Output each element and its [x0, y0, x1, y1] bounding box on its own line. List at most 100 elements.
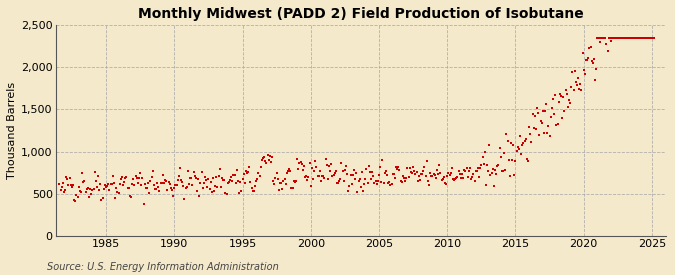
Point — [285, 169, 296, 173]
Point — [182, 169, 193, 173]
Point — [138, 202, 149, 206]
Point — [594, 40, 605, 45]
Point — [384, 180, 395, 185]
Point — [614, 35, 624, 40]
Point — [248, 188, 259, 193]
Point — [379, 171, 390, 175]
Title: Monthly Midwest (PADD 2) Field Production of Isobutane: Monthly Midwest (PADD 2) Field Productio… — [138, 7, 583, 21]
Point — [77, 171, 88, 175]
Point — [393, 165, 404, 169]
Point — [428, 172, 439, 176]
Point — [592, 35, 603, 40]
Point — [424, 183, 435, 187]
Point — [403, 175, 414, 179]
Point — [472, 166, 483, 170]
Point — [313, 174, 324, 178]
Point — [619, 35, 630, 40]
Point — [127, 182, 138, 186]
Point — [404, 166, 415, 170]
Point — [391, 164, 402, 169]
Point — [79, 179, 90, 183]
Point — [569, 69, 580, 73]
Point — [269, 182, 279, 186]
Point — [178, 184, 189, 188]
Point — [361, 166, 372, 171]
Point — [370, 179, 381, 183]
Point — [180, 186, 191, 190]
Point — [366, 177, 377, 181]
Point — [394, 168, 405, 172]
Point — [161, 179, 171, 184]
Point — [401, 176, 412, 180]
Point — [87, 188, 98, 192]
Point — [74, 185, 84, 189]
Point — [477, 154, 488, 159]
Point — [135, 170, 146, 175]
Point — [489, 168, 500, 172]
Point — [229, 173, 240, 178]
Point — [106, 182, 117, 186]
Point — [163, 180, 174, 184]
Point — [514, 147, 524, 152]
Point — [323, 163, 334, 168]
Point — [345, 172, 356, 177]
Point — [202, 185, 213, 189]
Point — [458, 175, 468, 180]
Point — [343, 189, 354, 194]
Point — [353, 179, 364, 183]
Point — [56, 185, 67, 189]
Point — [59, 190, 70, 195]
Point — [105, 182, 116, 187]
Point — [406, 171, 417, 175]
Point — [429, 173, 440, 177]
Point — [350, 177, 360, 181]
Point — [348, 173, 358, 177]
Point — [630, 35, 641, 40]
Point — [69, 198, 80, 202]
Point — [412, 178, 423, 183]
Point — [381, 169, 392, 173]
Point — [334, 179, 345, 183]
Point — [533, 111, 543, 115]
Point — [413, 174, 424, 178]
Point — [99, 183, 110, 188]
Point — [68, 183, 78, 187]
Point — [609, 35, 620, 40]
Text: Source: U.S. Energy Information Administration: Source: U.S. Energy Information Administ… — [47, 262, 279, 272]
Point — [486, 171, 497, 175]
Point — [574, 87, 585, 91]
Point — [501, 132, 512, 136]
Point — [319, 176, 330, 180]
Point — [454, 172, 465, 176]
Point — [294, 161, 305, 166]
Point — [512, 145, 523, 149]
Point — [288, 179, 299, 183]
Point — [387, 172, 398, 176]
Point — [232, 168, 242, 173]
Point — [520, 137, 531, 141]
Point — [570, 79, 581, 84]
Point — [575, 82, 586, 86]
Point — [601, 42, 612, 46]
Point — [244, 165, 254, 169]
Point — [427, 174, 438, 178]
Point — [290, 179, 300, 184]
Point — [152, 181, 163, 185]
Point — [292, 157, 302, 161]
Point — [610, 35, 621, 40]
Point — [560, 88, 571, 92]
Point — [230, 181, 241, 185]
Point — [222, 181, 233, 185]
Point — [367, 170, 377, 174]
Point — [190, 176, 201, 180]
Point — [310, 158, 321, 163]
Point — [532, 106, 543, 110]
Point — [304, 161, 315, 165]
Point — [489, 184, 500, 188]
Point — [487, 167, 498, 172]
Point — [203, 177, 214, 182]
Point — [124, 193, 135, 198]
Point — [431, 168, 442, 172]
Point — [442, 174, 453, 178]
Point — [525, 132, 536, 136]
